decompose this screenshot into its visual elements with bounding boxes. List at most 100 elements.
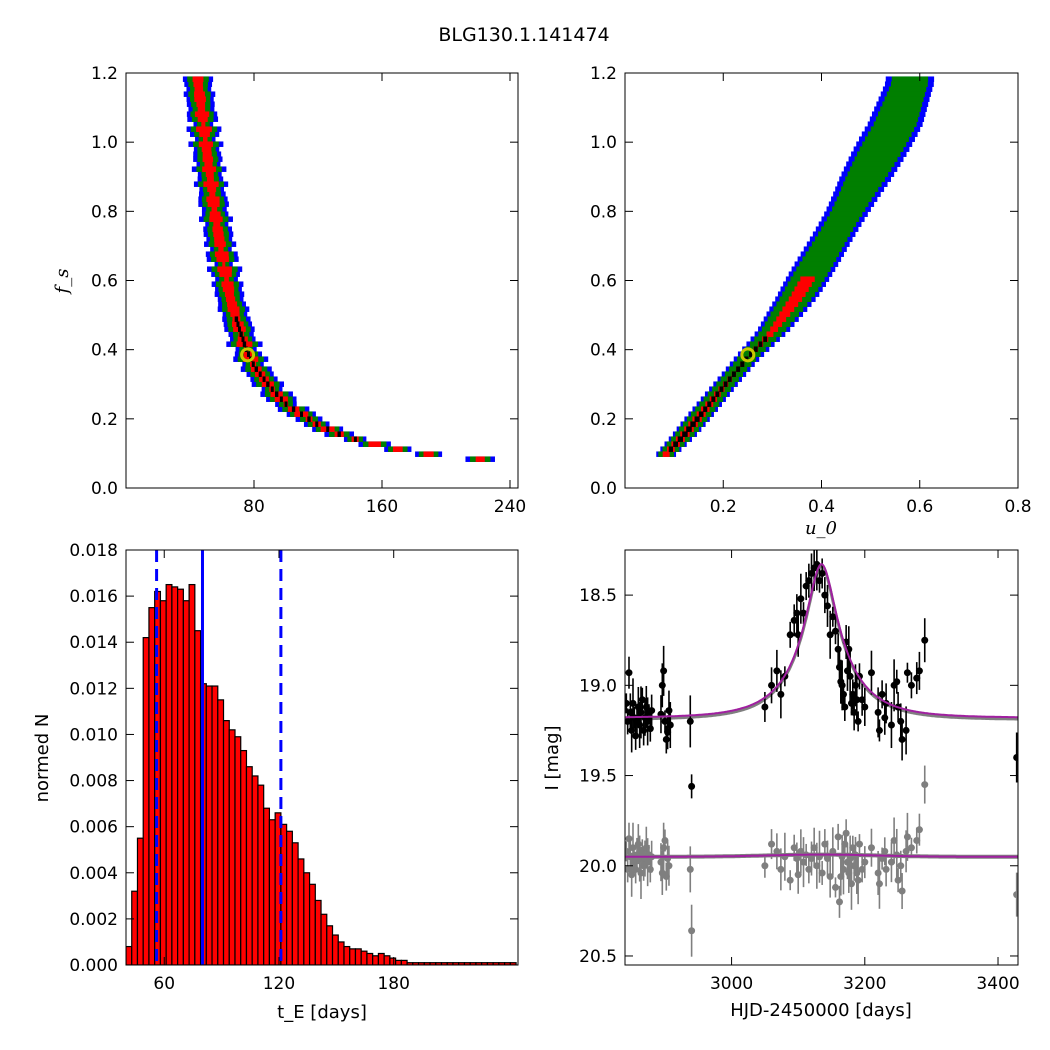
y-tick-label: 0.006 xyxy=(69,818,118,838)
x-tick-label: 240 xyxy=(494,497,526,517)
data-point xyxy=(802,582,810,590)
histogram-bar xyxy=(372,955,380,965)
te-hist-ticks: 60 120 180 0.000 0.002 0.004 0.006 0.008 0.010 0.… xyxy=(69,541,518,994)
histogram-bar xyxy=(314,899,322,965)
heatmap-cell xyxy=(805,251,840,257)
heatmap-cell xyxy=(218,246,224,252)
te-hist-ylabel: normed N xyxy=(32,714,53,803)
histogram-bar xyxy=(165,583,173,965)
heatmap-cell xyxy=(251,361,255,367)
data-point-shifted xyxy=(821,840,829,848)
data-point xyxy=(897,717,905,725)
heatmap-cell xyxy=(753,346,758,352)
histogram-bar xyxy=(245,766,253,965)
data-point xyxy=(874,708,882,716)
heatmap-cell xyxy=(698,411,704,417)
histogram-bar xyxy=(142,637,150,965)
histogram-bar xyxy=(366,952,374,965)
te-fs-ylabel: f_s xyxy=(52,269,73,296)
histogram-bar xyxy=(360,950,368,965)
heatmap-cell xyxy=(703,406,708,412)
y-tick-label: 0.002 xyxy=(69,910,118,930)
model-curve-lower xyxy=(625,853,1018,858)
histogram-bar xyxy=(136,837,144,965)
data-point-shifted xyxy=(800,858,808,866)
heatmap-cell xyxy=(829,211,863,217)
data-point xyxy=(829,613,837,621)
data-point xyxy=(850,708,858,716)
heatmap-cell xyxy=(194,91,205,97)
data-point-shifted xyxy=(826,873,834,881)
heatmap-cell xyxy=(707,401,712,407)
histogram-bar xyxy=(251,775,259,965)
heatmap-cell xyxy=(227,301,238,307)
x-tick-label: 3000 xyxy=(710,974,753,994)
data-point xyxy=(625,669,633,677)
y-tick-label: 0.000 xyxy=(69,956,118,976)
heatmap-cell xyxy=(880,106,921,112)
histogram-bar xyxy=(131,890,139,965)
data-point xyxy=(800,609,808,617)
data-point-shifted xyxy=(688,927,696,935)
heatmap-cell xyxy=(766,331,774,337)
y-tick-label: 0.010 xyxy=(69,725,118,745)
heatmap-cell xyxy=(230,311,240,317)
data-point-shifted xyxy=(777,865,785,873)
data-point xyxy=(793,609,801,617)
heatmap-cell xyxy=(203,181,219,187)
histogram-bar xyxy=(343,945,351,965)
heatmap-cell xyxy=(206,196,220,202)
histogram-bar xyxy=(222,720,230,965)
x-tick-label: 3400 xyxy=(976,974,1019,994)
heatmap-cell xyxy=(392,446,403,452)
heatmap-cell xyxy=(307,416,311,422)
heatmap-cell xyxy=(224,276,229,282)
data-point xyxy=(640,726,648,734)
y-tick-label: 20.0 xyxy=(579,857,617,877)
heatmap-cell xyxy=(238,326,242,332)
heatmap-cell xyxy=(826,216,860,222)
heatmap-cell xyxy=(201,121,206,127)
heatmap-cell xyxy=(811,241,845,247)
u0-fs-ticks: 0.2 0.4 0.6 0.8 0.0 0.2 0.4 0.6 0.8 1.0 1.2 xyxy=(590,64,1032,517)
heatmap-cell xyxy=(291,406,296,412)
data-point-shifted xyxy=(805,865,813,873)
x-tick-label: 3200 xyxy=(843,974,886,994)
data-point xyxy=(858,696,866,704)
heatmap-cell xyxy=(779,311,791,317)
data-point-shifted xyxy=(686,865,694,873)
data-point-shifted xyxy=(855,840,863,848)
data-point-shifted xyxy=(646,865,654,873)
heatmap-cell xyxy=(785,301,799,307)
heatmap-cell xyxy=(821,226,854,232)
heatmap-cell xyxy=(199,131,210,137)
data-point-shifted xyxy=(794,871,802,879)
y-tick-label: 0.014 xyxy=(69,633,118,653)
heatmap-cell xyxy=(203,136,208,142)
data-point xyxy=(878,690,886,698)
heatmap-cell xyxy=(731,371,736,377)
heatmap-cell xyxy=(740,361,745,367)
histogram-bar xyxy=(308,883,316,965)
data-point-shifted xyxy=(839,865,847,873)
data-point-shifted xyxy=(894,876,902,884)
data-point-shifted xyxy=(773,847,781,855)
heatmap-cell xyxy=(209,211,221,217)
heatmap-cell xyxy=(475,456,485,462)
light-curve-frame xyxy=(624,549,1019,966)
heatmap-cell xyxy=(884,96,924,102)
data-point-shifted xyxy=(890,837,898,844)
histogram-bar xyxy=(354,948,362,965)
heatmap-cell xyxy=(793,271,828,277)
x-tick-label: 0.8 xyxy=(1004,497,1031,517)
data-point-shifted xyxy=(637,869,645,877)
heatmap-cell xyxy=(824,221,857,227)
histogram-bar xyxy=(331,934,339,965)
heatmap-cell xyxy=(867,131,912,137)
x-tick-label: 120 xyxy=(263,974,295,994)
y-tick-label: 0.4 xyxy=(91,341,118,361)
heatmap-cell xyxy=(836,196,872,202)
histogram-bar xyxy=(389,957,397,965)
data-point xyxy=(658,681,666,689)
histogram-bar xyxy=(326,925,334,965)
